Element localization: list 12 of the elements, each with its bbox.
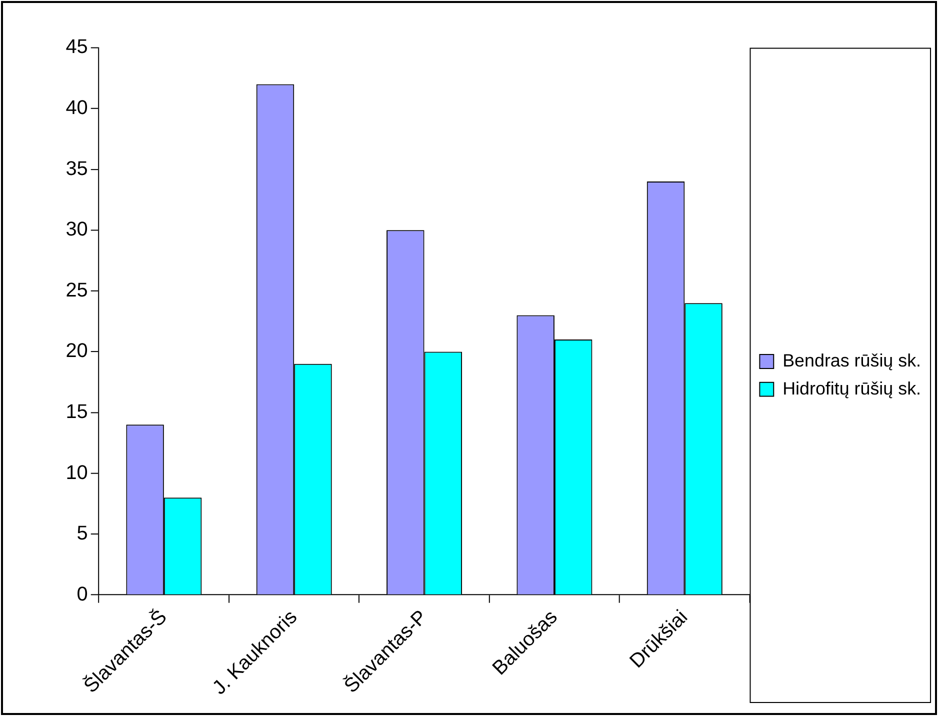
y-tick-label: 0	[76, 583, 88, 606]
y-tick-label: 5	[76, 522, 88, 545]
y-tick-label: 10	[66, 462, 88, 484]
legend-label: Hidrofitų rūšių sk.	[782, 378, 922, 398]
y-tick-label: 45	[66, 36, 88, 58]
y-tick-label: 40	[66, 97, 88, 120]
y-tick-label: 20	[66, 340, 88, 362]
y-tick-label: 25	[66, 279, 88, 302]
y-tick-label: 30	[66, 218, 88, 241]
y-tick-label: 15	[66, 401, 88, 423]
y-tick-label: 35	[66, 158, 88, 180]
legend-label: Bendras rūšių sk.	[782, 350, 922, 370]
